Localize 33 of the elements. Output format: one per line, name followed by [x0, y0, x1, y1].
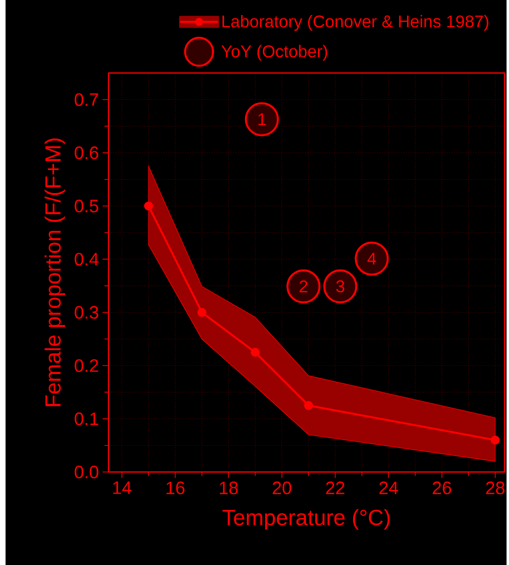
x-tick-label: 22	[326, 482, 345, 494]
point	[354, 242, 389, 276]
annotation: 1	[258, 113, 266, 126]
x-tick-label: 14	[113, 482, 132, 494]
x-tick-label: 16	[166, 482, 185, 494]
x-tick-label: 26	[433, 482, 452, 494]
y-tick-label: 0.1	[74, 412, 98, 426]
annotation: 2	[300, 280, 308, 292]
legend-label: Laboratory (Conover & Heins 1987)	[222, 15, 489, 31]
y-tick-label: 0.6	[74, 146, 98, 160]
y-tick-label: 0.7	[74, 93, 98, 106]
legend-label: YoY (October)	[222, 44, 328, 61]
x-tick-label: 28	[486, 482, 505, 494]
x-tick-label: 20	[273, 482, 292, 494]
y-tick-label: 0.5	[74, 200, 98, 212]
point	[198, 308, 207, 317]
y-tick-label: 0.4	[74, 252, 99, 266]
annotation: 3	[336, 280, 344, 292]
annotation: 4	[368, 252, 376, 265]
point	[250, 348, 260, 357]
x-axis-title: Temperature (°C)	[222, 509, 390, 530]
y-tick-label: 0.0	[74, 466, 99, 478]
point	[286, 269, 321, 304]
point	[144, 202, 154, 210]
y-axis-title: Female proportion (F/(F+M)	[44, 138, 66, 406]
x-tick-label: 24	[380, 482, 398, 494]
point	[324, 269, 358, 304]
point	[490, 436, 500, 445]
y-tick-label: 0.3	[74, 306, 98, 319]
point	[245, 102, 280, 136]
y-tick-label: 0.2	[74, 359, 98, 372]
point	[304, 400, 314, 410]
x-tick-label: 18	[220, 482, 238, 494]
